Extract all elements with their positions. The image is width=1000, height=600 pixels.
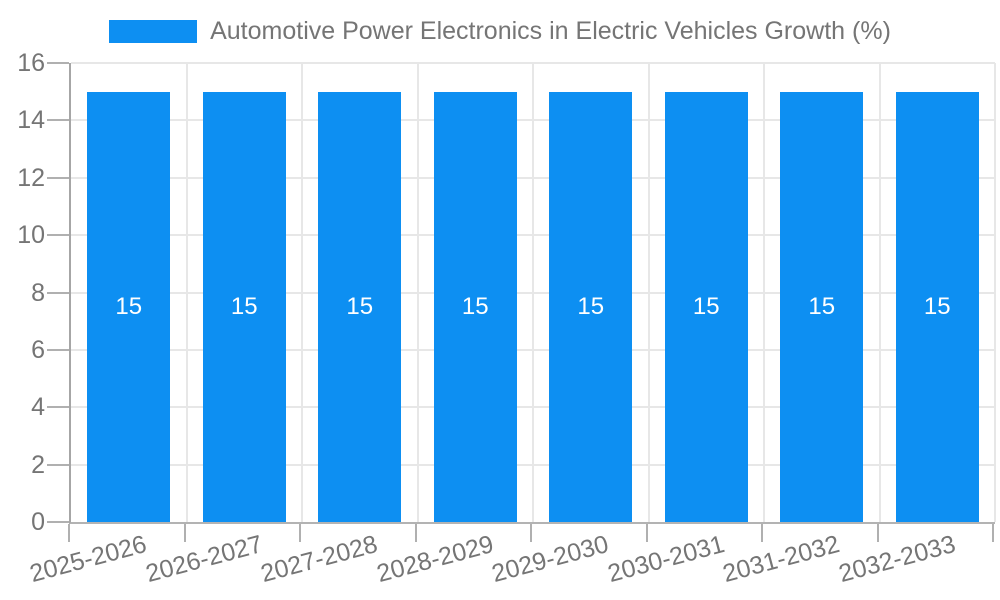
bar[interactable]: 15 (433, 91, 517, 522)
bar[interactable]: 15 (549, 91, 633, 522)
x-gridline (878, 63, 881, 522)
y-tick (47, 234, 69, 237)
legend[interactable]: Automotive Power Electronics in Electric… (0, 14, 1000, 48)
x-gridline (416, 63, 419, 522)
x-gridline (647, 63, 650, 522)
x-tick (414, 524, 417, 542)
y-tick-label: 12 (17, 163, 45, 192)
y-tick (47, 119, 69, 122)
bar-value-label: 15 (461, 292, 489, 320)
y-tick-label: 10 (17, 221, 45, 250)
y-tick-label: 8 (31, 278, 45, 307)
y-tick (47, 348, 69, 351)
x-tick-label: 2031-2032 (720, 530, 843, 589)
bar-value-label: 15 (346, 292, 374, 320)
x-tick-label: 2025-2026 (27, 530, 150, 589)
x-tick-label: 2029-2030 (489, 530, 612, 589)
x-tick (645, 524, 648, 542)
x-tick-label: 2028-2029 (373, 530, 497, 589)
x-tick (183, 524, 186, 542)
bar[interactable]: 15 (664, 91, 748, 522)
bar-value-label: 15 (230, 292, 258, 320)
x-tick (876, 524, 879, 542)
bar[interactable]: 15 (87, 91, 171, 522)
y-tick-label: 6 (31, 335, 45, 364)
bar[interactable]: 15 (318, 91, 402, 522)
y-tick (47, 62, 69, 64)
x-tick-label: 2032-2033 (835, 530, 959, 589)
x-tick-label: 2027-2028 (258, 530, 381, 589)
y-tick (47, 463, 69, 466)
y-tick-label: 2 (31, 450, 45, 479)
x-gridline (185, 63, 188, 522)
bar[interactable]: 15 (780, 91, 864, 522)
x-tick (992, 524, 994, 542)
bar-value-label: 15 (577, 292, 605, 320)
bar-value-label: 15 (692, 292, 720, 320)
x-tick (299, 524, 301, 542)
y-tick-label: 14 (17, 106, 45, 135)
y-tick (47, 521, 69, 523)
bar-value-label: 15 (115, 292, 143, 320)
y-tick-label: 0 (31, 508, 45, 536)
bar-value-label: 15 (808, 292, 836, 320)
x-tick (761, 524, 763, 542)
x-gridline (532, 63, 534, 522)
y-tick (47, 176, 69, 179)
x-tick-label: 2030-2031 (604, 530, 728, 589)
y-tick (47, 291, 69, 294)
bar-value-label: 15 (923, 292, 951, 320)
plot-area: 15 15 15 15 15 15 15 15 (47, 62, 996, 524)
bar[interactable]: 15 (895, 91, 979, 522)
y-tick-label: 4 (31, 393, 45, 422)
legend-swatch (109, 19, 198, 43)
x-gridline (763, 63, 765, 522)
bar[interactable]: 15 (202, 91, 286, 522)
x-gridline (301, 63, 303, 522)
legend-label: Automotive Power Electronics in Electric… (210, 16, 891, 45)
x-gridline (994, 63, 996, 522)
y-tick-label: 16 (17, 49, 45, 77)
x-tick-label: 2026-2027 (142, 530, 266, 589)
y-tick (47, 406, 69, 409)
x-tick (530, 524, 532, 542)
x-tick (68, 524, 70, 542)
